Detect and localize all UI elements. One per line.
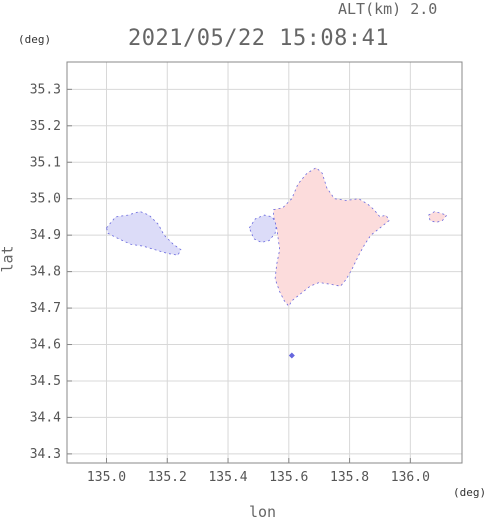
y-tick-label: 35.1 [30,155,61,170]
x-axis-unit: (deg) [453,486,487,499]
data-point-0 [288,352,295,359]
y-tick-label: 34.4 [30,410,61,425]
region-positive-2 [273,167,390,307]
region-negative-1 [248,214,278,243]
y-tick-label: 34.5 [30,374,61,389]
data-points [288,352,295,359]
y-axis-ticks: 34.3 34.4 34.5 34.6 34.7 34.8 34.9 35.0 35.1 35.2… [30,82,72,462]
x-tick-label: 135.6 [269,470,308,485]
y-tick-label: 34.7 [30,301,61,316]
altitude-label: ALT(km) 2.0 [338,0,438,18]
x-tick-label: 135.0 [87,470,126,485]
y-tick-label: 35.3 [30,82,61,97]
x-tick-label: 135.8 [330,470,369,485]
data-regions [106,167,448,307]
y-tick-label: 34.8 [30,265,61,280]
region-negative-0 [106,211,182,256]
y-tick-label: 34.9 [30,228,61,243]
x-axis-label: lon [249,503,277,521]
y-axis-unit: (deg) [18,33,52,46]
chart-title-timestamp: 2021/05/22 15:08:41 [128,26,390,51]
y-tick-label: 34.3 [30,447,61,462]
y-tick-label: 34.6 [30,338,61,353]
y-tick-label: 35.2 [30,119,61,134]
region-positive-3 [428,211,448,223]
grid-lines [67,62,462,463]
x-tick-label: 136.0 [391,470,430,485]
x-axis-ticks: 135.0 135.2 135.4 135.6 135.8 136.0 [87,458,430,485]
y-tick-label: 35.0 [30,192,61,207]
x-tick-label: 135.4 [208,470,247,485]
x-tick-label: 135.2 [148,470,187,485]
plot-frame [66,61,463,464]
